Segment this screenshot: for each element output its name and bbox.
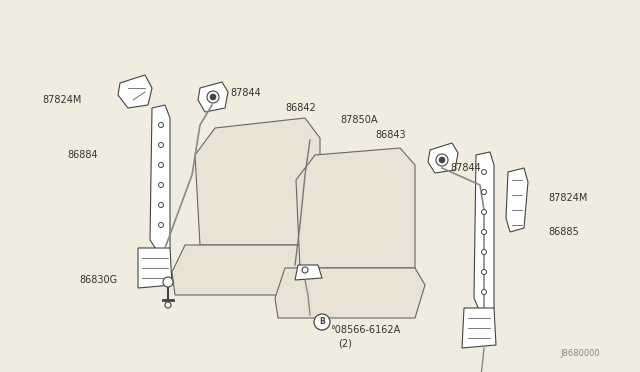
Polygon shape [428,143,458,173]
Circle shape [436,154,448,166]
Text: (2): (2) [338,338,352,348]
Circle shape [210,94,216,100]
Text: 86830G: 86830G [80,275,118,285]
Text: 86842: 86842 [285,103,316,113]
Text: °08566-6162A: °08566-6162A [330,325,400,335]
Polygon shape [275,268,425,318]
Circle shape [163,277,173,287]
Polygon shape [506,168,528,232]
Text: 87844: 87844 [230,88,260,98]
Polygon shape [150,105,170,252]
Circle shape [481,189,486,195]
Circle shape [159,222,163,228]
Text: J8680000: J8680000 [561,349,600,358]
Text: 87824M: 87824M [43,95,82,105]
Circle shape [159,202,163,208]
Circle shape [481,269,486,275]
Text: 86885: 86885 [548,227,579,237]
Text: 86843: 86843 [375,130,406,140]
Circle shape [481,289,486,295]
Circle shape [165,302,171,308]
Circle shape [481,250,486,254]
Circle shape [481,209,486,215]
Polygon shape [195,118,320,245]
Polygon shape [198,82,228,112]
Circle shape [159,122,163,128]
Text: 87844: 87844 [450,163,481,173]
Text: 86884: 86884 [67,150,98,160]
Polygon shape [296,148,415,268]
Circle shape [481,170,486,174]
Polygon shape [138,248,172,288]
Polygon shape [172,245,330,295]
Circle shape [207,91,219,103]
Circle shape [302,267,308,273]
Circle shape [314,314,330,330]
Polygon shape [474,152,494,312]
Circle shape [439,157,445,163]
Circle shape [159,183,163,187]
Circle shape [481,230,486,234]
Text: 87850A: 87850A [340,115,378,125]
Circle shape [159,142,163,148]
Polygon shape [118,75,152,108]
Polygon shape [295,265,322,280]
Text: 87824M: 87824M [548,193,588,203]
Circle shape [159,163,163,167]
Text: B: B [319,317,325,327]
Polygon shape [462,308,496,348]
